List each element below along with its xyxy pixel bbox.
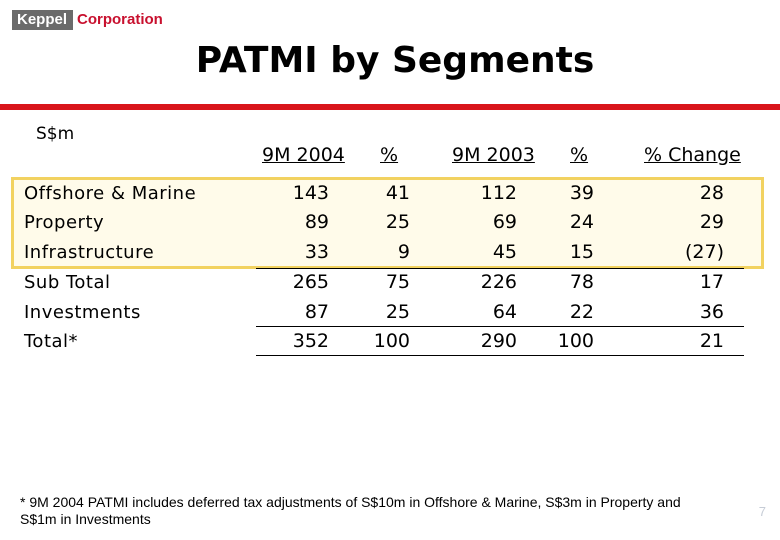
- company-logo: Keppel Corporation: [12, 10, 163, 30]
- cell-infra-pct2004: 9: [397, 241, 410, 263]
- logo-keppel: Keppel: [12, 10, 74, 30]
- row-label-offshore-marine: Offshore & Marine: [24, 183, 197, 204]
- subtotal-rule: [256, 268, 744, 269]
- cell-total-pct2004: 100: [373, 330, 410, 352]
- header-pct-2004: %: [380, 144, 399, 166]
- currency-label: S$m: [36, 124, 75, 144]
- header-9m2004: 9M 2004: [262, 144, 345, 166]
- row-label-sub-total: Sub Total: [24, 272, 111, 293]
- segments-highlight-box: [11, 177, 764, 269]
- cell-offshore-9m2003: 112: [480, 182, 517, 204]
- cell-property-change: 29: [699, 211, 724, 233]
- row-label-investments: Investments: [24, 302, 141, 323]
- footnote: * 9M 2004 PATMI includes deferred tax ad…: [20, 494, 681, 527]
- cell-subtotal-9m2004: 265: [292, 271, 329, 293]
- cell-total-pct2003: 100: [557, 330, 594, 352]
- title-divider: [0, 104, 780, 110]
- header-pct-change: % Change: [644, 144, 741, 166]
- page-number: 7: [758, 504, 766, 519]
- cell-infra-change: (27): [684, 241, 724, 263]
- header-9m2003: 9M 2003: [452, 144, 535, 166]
- cell-investments-pct2003: 22: [569, 301, 594, 323]
- row-label-total: Total*: [24, 331, 79, 352]
- cell-offshore-pct2003: 39: [569, 182, 594, 204]
- cell-property-9m2003: 69: [492, 211, 517, 233]
- cell-offshore-change: 28: [699, 182, 724, 204]
- total-rule: [256, 326, 744, 327]
- row-label-property: Property: [24, 212, 105, 233]
- page-title: PATMI by Segments: [195, 40, 595, 81]
- cell-infra-9m2004: 33: [304, 241, 329, 263]
- logo-corporation: Corporation: [77, 11, 163, 28]
- cell-subtotal-pct2003: 78: [569, 271, 594, 293]
- cell-investments-9m2003: 64: [492, 301, 517, 323]
- cell-property-pct2003: 24: [569, 211, 594, 233]
- cell-offshore-pct2004: 41: [385, 182, 410, 204]
- cell-property-9m2004: 89: [304, 211, 329, 233]
- cell-total-9m2004: 352: [292, 330, 329, 352]
- cell-investments-change: 36: [699, 301, 724, 323]
- cell-subtotal-pct2004: 75: [385, 271, 410, 293]
- cell-subtotal-9m2003: 226: [480, 271, 517, 293]
- cell-offshore-9m2004: 143: [292, 182, 329, 204]
- cell-investments-pct2004: 25: [385, 301, 410, 323]
- cell-investments-9m2004: 87: [304, 301, 329, 323]
- cell-total-change: 21: [699, 330, 724, 352]
- cell-infra-9m2003: 45: [492, 241, 517, 263]
- cell-total-9m2003: 290: [480, 330, 517, 352]
- header-pct-2003: %: [570, 144, 589, 166]
- row-label-infrastructure: Infrastructure: [24, 242, 155, 263]
- cell-property-pct2004: 25: [385, 211, 410, 233]
- cell-subtotal-change: 17: [699, 271, 724, 293]
- total-bottom-rule: [256, 355, 744, 356]
- cell-infra-pct2003: 15: [569, 241, 594, 263]
